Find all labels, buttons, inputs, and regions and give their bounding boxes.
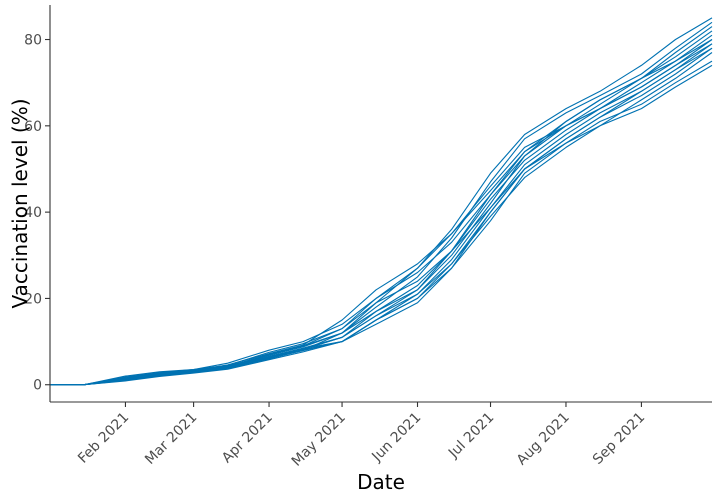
series-line-3 xyxy=(50,26,713,386)
x-tick-label: Aug 2021 xyxy=(514,410,573,469)
y-axis-ticks: 0 20 40 60 80 xyxy=(24,33,50,394)
series-line-7 xyxy=(50,39,713,386)
y-tick-label: 0 xyxy=(33,378,42,394)
x-axis-ticks: Feb 2021 Mar 2021 Apr 2021 May 2021 Jun 2021… xyxy=(75,402,648,470)
x-tick-label: Sep 2021 xyxy=(590,410,648,468)
x-tick-label: Mar 2021 xyxy=(142,410,200,468)
series-line-2 xyxy=(50,21,713,386)
series-line-10 xyxy=(50,47,713,386)
x-tick-label: Feb 2021 xyxy=(75,410,132,467)
x-tick-label: Jun 2021 xyxy=(368,410,424,466)
x-tick-label: May 2021 xyxy=(289,410,349,470)
y-tick-label: 20 xyxy=(24,291,42,307)
series-group xyxy=(50,17,713,386)
series-line-14 xyxy=(50,64,713,386)
y-tick-label: 60 xyxy=(24,119,42,135)
y-tick-label: 40 xyxy=(24,205,42,221)
series-line-6 xyxy=(50,39,713,386)
x-tick-label: Apr 2021 xyxy=(219,410,276,467)
y-axis-title: Vaccination level (%) xyxy=(8,98,32,308)
series-line-13 xyxy=(50,60,713,386)
y-tick-label: 80 xyxy=(24,33,42,49)
x-tick-label: Jul 2021 xyxy=(445,410,497,462)
series-line-1 xyxy=(50,17,713,386)
series-line-11 xyxy=(50,47,713,386)
series-line-5 xyxy=(50,34,713,386)
x-axis-title: Date xyxy=(357,470,405,494)
series-line-8 xyxy=(50,43,713,386)
series-line-9 xyxy=(50,43,713,386)
